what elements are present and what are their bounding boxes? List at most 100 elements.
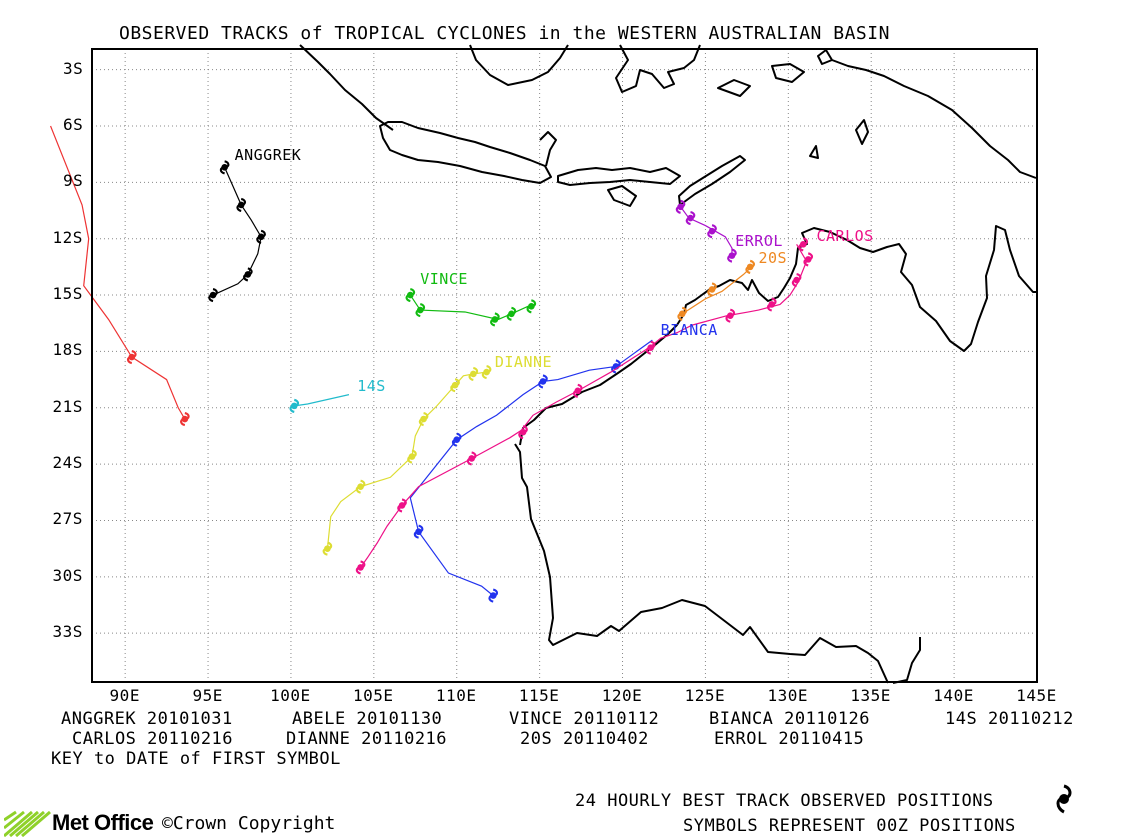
cyclone-position-symbol <box>219 160 230 175</box>
lat-tick-label: 27S <box>52 509 83 529</box>
lon-tick-label: 95E <box>192 686 223 705</box>
cyclone-position-symbol <box>126 349 137 365</box>
cyclone-tracks <box>49 125 814 603</box>
lat-tick-label: 18S <box>52 340 83 360</box>
cyclone-position-symbol <box>526 299 537 314</box>
map-frame <box>91 48 1038 683</box>
key-dianne: DIANNE 20110216 <box>286 729 448 749</box>
new-guinea-coastline <box>817 49 1037 179</box>
cyclone-symbol-icon <box>1056 784 1072 814</box>
cyclone-position-symbol <box>208 287 218 303</box>
bali-lombok-coastline <box>557 167 681 186</box>
track-line-s14 <box>294 394 350 407</box>
cyclone-position-symbol <box>243 267 253 282</box>
key-abele: ABELE 20101130 <box>292 709 443 729</box>
cyclone-position-symbol <box>798 237 809 252</box>
track-line-s20 <box>681 264 754 315</box>
lon-tick-label: 110E <box>435 686 477 705</box>
java-coastline <box>379 121 552 184</box>
australia-coastline <box>514 225 1037 684</box>
crown-copyright: ©Crown Copyright <box>162 813 336 834</box>
cyclone-position-symbol <box>468 366 479 382</box>
cyclone-position-symbol <box>355 560 366 575</box>
cyclone-position-symbol <box>675 199 686 214</box>
cyclone-position-symbol <box>707 282 717 297</box>
cyclone-position-symbol <box>803 252 814 267</box>
cyclone-position-symbol <box>506 306 517 321</box>
cyclone-position-symbol <box>677 306 688 321</box>
storm-label-bianca: BIANCA <box>660 320 718 339</box>
storm-label-vince: VINCE <box>420 270 468 289</box>
cyclone-position-symbol <box>397 498 407 513</box>
flores-timor-coastline <box>678 155 746 206</box>
lat-tick-label: 30S <box>52 565 83 585</box>
lat-tick-label: 21S <box>52 396 83 416</box>
key-vince: VINCE 20110112 <box>509 709 660 729</box>
cyclone-position-symbol <box>415 303 426 318</box>
cyclone-position-symbol <box>180 411 190 427</box>
lon-tick-label: 125E <box>684 686 726 705</box>
storm-label-errol: ERROL <box>735 232 783 251</box>
storm-label-s14: 14S <box>357 377 386 396</box>
lat-tick-label: 33S <box>52 622 83 642</box>
cyclone-position-symbol <box>488 588 499 603</box>
key-anggrek: ANGGREK 20101031 <box>61 709 233 729</box>
track-line-bianca <box>409 339 653 597</box>
key-14s: 14S 20110212 <box>945 709 1074 729</box>
lat-tick-label: 6S <box>63 115 84 134</box>
key-caption: KEY to DATE of FIRST SYMBOL <box>51 749 341 769</box>
storm-label-s20: 20S <box>758 249 788 268</box>
cyclone-position-symbol <box>518 425 528 440</box>
lat-tick-label: 9S <box>63 171 84 191</box>
cyclone-position-symbol <box>481 364 492 380</box>
cyclone-position-symbol <box>413 524 424 539</box>
track-line-dianne <box>326 371 487 549</box>
cyclone-position-symbol <box>707 224 717 239</box>
lon-tick-label: 100E <box>270 686 311 705</box>
cyclone-position-symbol <box>727 248 737 263</box>
cyclone-position-symbol <box>405 287 416 303</box>
met-office-logo-icon <box>4 810 51 838</box>
cyclone-position-symbol <box>289 398 300 413</box>
track-line-abele <box>49 125 186 420</box>
track-line-anggrek <box>212 167 262 296</box>
key-errol: ERROL 20110415 <box>714 729 865 749</box>
track-line-carlos <box>360 244 808 568</box>
lon-tick-label: 90E <box>109 686 140 705</box>
cyclone-position-symbol <box>407 449 417 464</box>
key-20s: 20S 20110402 <box>520 729 649 749</box>
met-office-brand: Met Office <box>52 810 154 835</box>
cyclone-position-symbol <box>645 340 656 355</box>
lon-tick-label: 130E <box>767 686 809 705</box>
cyclone-position-symbol <box>418 411 429 427</box>
lat-tick-label: 12S <box>52 227 83 247</box>
cyclone-position-symbol <box>766 297 777 312</box>
track-line-errol <box>680 206 733 258</box>
sumatra-coastline <box>299 44 394 131</box>
aru-coastline <box>809 119 869 159</box>
map-title: OBSERVED TRACKS of TROPICAL CYCLONES in … <box>119 23 890 44</box>
footer-line1: 24 HOURLY BEST TRACK OBSERVED POSITIONS <box>575 791 994 811</box>
lon-tick-label: 120E <box>601 686 643 705</box>
cyclone-position-symbol <box>355 479 366 494</box>
coastlines <box>299 44 1037 684</box>
map-grid <box>92 49 1038 682</box>
cyclone-position-symbol <box>490 312 500 327</box>
cyclone-position-symbol <box>791 272 802 288</box>
sumbawa-coastline <box>607 185 637 207</box>
cyclone-position-symbol <box>256 229 266 244</box>
lat-tick-label: 24S <box>52 453 83 473</box>
buru-seram-coastline <box>717 63 805 97</box>
cyclone-position-symbol <box>725 308 736 323</box>
cyclone-position-symbol <box>236 197 247 212</box>
lon-tick-label: 145E <box>1016 686 1057 705</box>
key-carlos: CARLOS 20110216 <box>72 729 234 749</box>
cyclone-position-symbol <box>745 259 756 274</box>
lat-tick-label: 15S <box>52 284 83 304</box>
lon-tick-label: 140E <box>933 686 974 705</box>
storm-label-dianne: DIANNE <box>494 352 553 371</box>
cyclone-position-symbol <box>451 432 462 447</box>
cyclone-position-symbol <box>572 383 583 398</box>
cyclone-position-symbol <box>466 451 477 466</box>
